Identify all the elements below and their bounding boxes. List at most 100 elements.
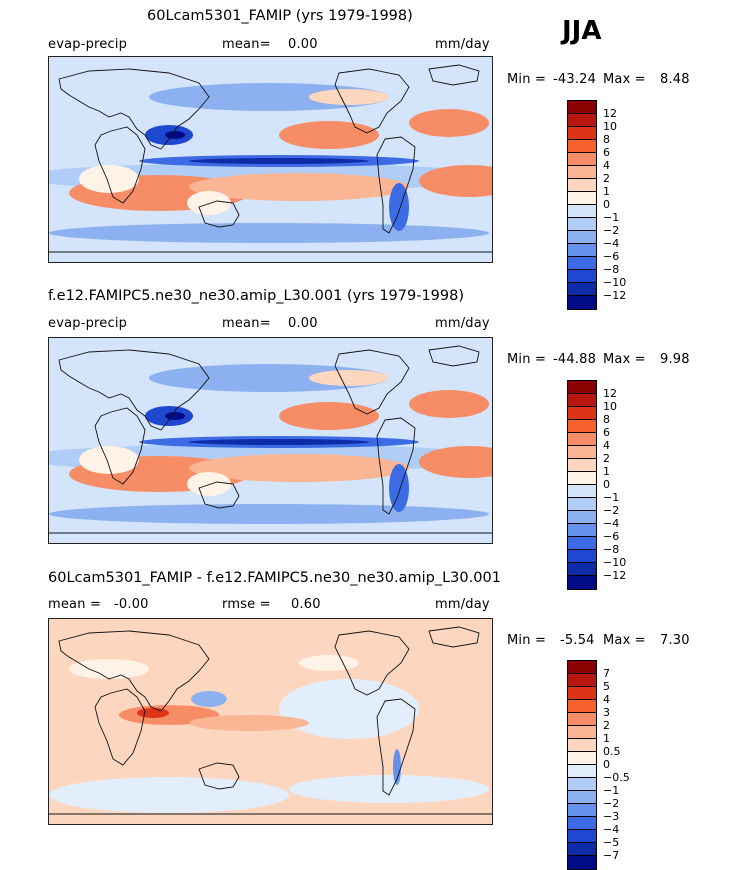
panel-2-min-value: -44.88 (553, 352, 597, 367)
panel-3-tick: 7 (603, 667, 610, 680)
field-region (49, 504, 489, 524)
colorbar-swatch (568, 381, 596, 394)
colorbar-swatch (568, 739, 596, 752)
season-label: JJA (562, 16, 602, 46)
panel-2-tick: 8 (603, 413, 610, 426)
field-region (279, 121, 379, 149)
coastline (198, 762, 240, 790)
coastline (334, 349, 410, 415)
panel-1-title: 60Lcam5301_FAMIP (yrs 1979-1998) (147, 8, 413, 24)
panel-3-rmse-label: rmse = (222, 597, 271, 612)
panel-1-variable-label: evap-precip (48, 37, 128, 52)
colorbar-swatch (568, 576, 596, 589)
field-region (409, 390, 489, 418)
coastline (94, 126, 146, 204)
field-region (289, 775, 489, 803)
panel-3-tick: 3 (603, 706, 610, 719)
colorbar-swatch (568, 472, 596, 485)
colorbar-swatch (568, 283, 596, 296)
colorbar-swatch (568, 485, 596, 498)
field-region (189, 158, 369, 164)
colorbar-swatch (568, 114, 596, 127)
panel-3-tick: −1 (603, 784, 620, 797)
field-region (149, 364, 389, 392)
coastline (428, 626, 480, 648)
panel-1-tick: −6 (603, 250, 620, 263)
coastline (198, 200, 240, 228)
panel-3-tick: −4 (603, 823, 620, 836)
colorbar-swatch (568, 804, 596, 817)
field-region (69, 659, 149, 679)
field-region (49, 223, 489, 243)
field-region (393, 749, 401, 785)
colorbar-swatch (568, 296, 596, 309)
colorbar-swatch (568, 394, 596, 407)
field-region (165, 412, 185, 420)
coastline (376, 417, 416, 515)
panel-2-tick: 1 (603, 465, 610, 478)
field-region (419, 446, 492, 478)
colorbar-swatch (568, 511, 596, 524)
colorbar-swatch (568, 101, 596, 114)
panel-2-tick: −6 (603, 530, 620, 543)
panel-1-tick: 0 (603, 198, 610, 211)
colorbar-swatch (568, 459, 596, 472)
panel-1-tick: 10 (603, 120, 617, 133)
colorbar-swatch (568, 446, 596, 459)
colorbar-swatch (568, 127, 596, 140)
panel-1-max-value: 8.48 (660, 72, 690, 87)
colorbar-swatch (568, 231, 596, 244)
field-region (189, 173, 409, 201)
panel-1-tick: 1 (603, 185, 610, 198)
panel-1-tick: 8 (603, 133, 610, 146)
colorbar-swatch (568, 765, 596, 778)
field-region (79, 165, 139, 193)
colorbar-swatch (568, 407, 596, 420)
panel-3-tick: 1 (603, 732, 610, 745)
colorbar-swatch (568, 270, 596, 283)
coastline (58, 68, 210, 150)
field-region (189, 439, 369, 445)
field-region (165, 131, 185, 139)
panel-1-tick: −10 (603, 276, 627, 289)
panel-1-min-label: Min = (507, 72, 547, 87)
panel-2-tick: −8 (603, 543, 620, 556)
colorbar-swatch (568, 563, 596, 576)
field-region (309, 89, 389, 105)
field-region (149, 83, 389, 111)
panel-2-tick: 0 (603, 478, 610, 491)
panel-2-tick: −1 (603, 491, 620, 504)
panel-3-mean-value: -0.00 (114, 597, 149, 612)
coastline (94, 688, 146, 766)
panel-1-tick: 12 (603, 107, 617, 120)
colorbar-swatch (568, 726, 596, 739)
coastline (58, 349, 210, 431)
field-region (299, 655, 359, 671)
colorbar-swatch (568, 524, 596, 537)
panel-1-map (48, 56, 493, 263)
panel-2-tick: −2 (603, 504, 620, 517)
coastline (198, 481, 240, 509)
field-region (419, 165, 492, 197)
panel-1-colorbar (567, 100, 597, 310)
colorbar-swatch (568, 713, 596, 726)
panel-2-min-label: Min = (507, 352, 547, 367)
coastline (428, 345, 480, 367)
colorbar-swatch (568, 791, 596, 804)
panel-3-mean-label: mean = (48, 597, 102, 612)
colorbar-swatch (568, 257, 596, 270)
field-region (309, 370, 389, 386)
coastline (334, 630, 410, 696)
coastline (58, 630, 210, 712)
coastline (334, 68, 410, 134)
panel-1-tick: −1 (603, 211, 620, 224)
panel-3-tick: −0.5 (603, 771, 630, 784)
field-region (187, 472, 231, 496)
colorbar-swatch (568, 244, 596, 257)
colorbar-swatch (568, 843, 596, 856)
field-region (191, 691, 227, 707)
panel-3-map-field (49, 619, 492, 824)
field-region (79, 446, 139, 474)
colorbar-swatch (568, 830, 596, 843)
colorbar-swatch (568, 179, 596, 192)
